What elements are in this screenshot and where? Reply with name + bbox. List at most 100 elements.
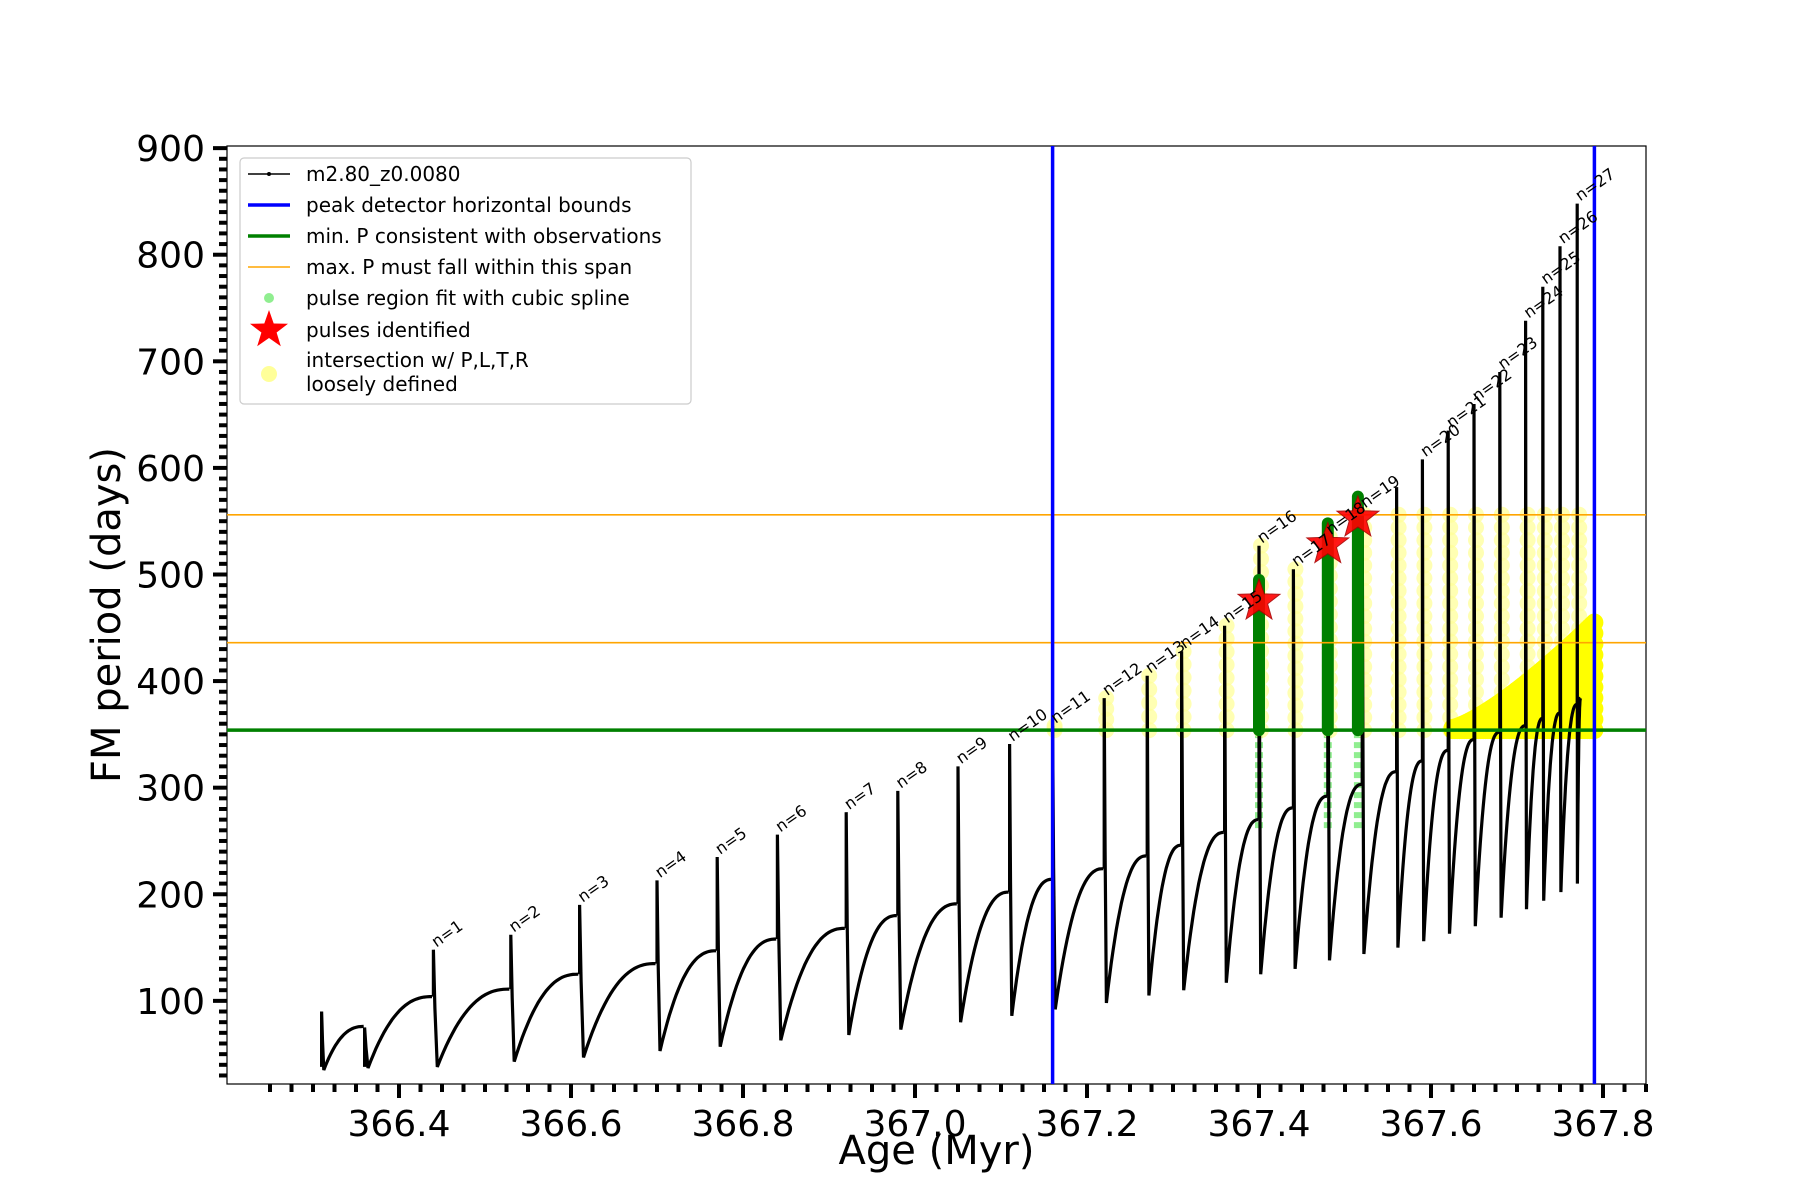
intersection-marker bbox=[1519, 595, 1536, 612]
intersection-marker bbox=[1390, 544, 1407, 561]
intersection-marker bbox=[1141, 708, 1158, 725]
intersection-marker bbox=[1442, 519, 1459, 536]
legend-icon-star bbox=[250, 310, 288, 347]
intersection-marker bbox=[1468, 557, 1484, 574]
intersection-marker bbox=[1390, 608, 1407, 625]
x-tick-label: 367.2 bbox=[1035, 1104, 1138, 1145]
intersection-marker bbox=[1175, 669, 1192, 686]
intersection-marker bbox=[1287, 623, 1304, 640]
legend-icon-dot bbox=[264, 293, 274, 303]
series-pulse-1 bbox=[320, 1011, 364, 1071]
pulse-label: n=3 bbox=[574, 871, 613, 906]
intersection-marker bbox=[1253, 550, 1269, 567]
intersection-marker bbox=[1287, 561, 1304, 578]
intersection-marker bbox=[1536, 608, 1553, 625]
y-tick-label: 300 bbox=[136, 769, 205, 810]
intersection-marker bbox=[1287, 598, 1304, 615]
series-pulse-10 bbox=[896, 790, 957, 1030]
intersection-marker bbox=[1519, 608, 1536, 625]
intersection-marker bbox=[1468, 544, 1484, 561]
intersection-marker bbox=[1571, 532, 1588, 549]
intersection-marker bbox=[1218, 643, 1235, 660]
intersection-marker bbox=[1493, 519, 1510, 536]
reference-lines-layer bbox=[227, 146, 1646, 1084]
pulse-label: n=2 bbox=[505, 901, 544, 936]
intersection-marker bbox=[1141, 694, 1158, 711]
intersection-marker bbox=[1416, 582, 1433, 599]
intersection-marker bbox=[1218, 709, 1235, 726]
intersection-marker bbox=[1493, 570, 1510, 587]
intersection-marker bbox=[1571, 557, 1588, 574]
series-pulse-15 bbox=[1145, 675, 1182, 996]
intersection-marker bbox=[1519, 570, 1536, 587]
series-pulse-30 bbox=[1575, 203, 1582, 884]
intersection-marker bbox=[1141, 681, 1158, 698]
intersection-marker bbox=[1390, 519, 1407, 536]
axes-layer: 366.4 366.6 366.8 367.0 367.2 367.4 367.6 367.8… bbox=[136, 129, 1654, 1145]
intersection-marker bbox=[1390, 595, 1407, 612]
series-pulse-17 bbox=[1223, 625, 1259, 983]
y-tick-label: 100 bbox=[136, 982, 205, 1023]
intersection-marker bbox=[1536, 620, 1553, 637]
intersection-marker bbox=[1416, 557, 1433, 574]
intersection-marker bbox=[1519, 582, 1536, 599]
series-pulse-21 bbox=[1360, 510, 1397, 955]
star-marker-1 bbox=[1236, 577, 1282, 621]
series-pulse-29 bbox=[1558, 246, 1578, 893]
intersection-marker bbox=[1416, 570, 1433, 587]
intersection-marker bbox=[1287, 573, 1304, 590]
intersection-marker bbox=[1141, 667, 1158, 684]
legend-icon-dot bbox=[261, 366, 277, 382]
series-pulse-13 bbox=[1051, 725, 1104, 1010]
pulse-label: n=14 bbox=[1176, 612, 1223, 653]
y-tick-label: 600 bbox=[136, 449, 205, 490]
intersection-marker bbox=[1519, 544, 1536, 561]
y-tick-label: 700 bbox=[136, 342, 205, 383]
intersection-marker bbox=[1536, 582, 1553, 599]
legend-label: min. P consistent with observations bbox=[306, 224, 662, 248]
series-layer bbox=[320, 203, 1582, 1071]
intersection-marker bbox=[1390, 620, 1407, 637]
legend-label: pulse region fit with cubic spline bbox=[306, 286, 630, 310]
y-tick-label: 500 bbox=[136, 555, 205, 596]
pulse-label: n=8 bbox=[892, 757, 931, 792]
intersection-marker bbox=[1390, 633, 1407, 650]
intersection-marker bbox=[1416, 620, 1433, 637]
series-pulse-28 bbox=[1541, 286, 1560, 901]
intersection-marker bbox=[1554, 544, 1570, 561]
intersection-marker bbox=[1390, 532, 1407, 549]
legend-label: pulses identified bbox=[306, 318, 471, 342]
intersection-marker bbox=[1493, 532, 1510, 549]
intersection-marker bbox=[1554, 519, 1570, 536]
x-tick-label: 367.6 bbox=[1379, 1104, 1482, 1145]
intersection-marker bbox=[1554, 608, 1570, 625]
intersection-marker bbox=[1416, 595, 1433, 612]
intersection-marker bbox=[1175, 682, 1192, 699]
intersection-marker bbox=[1442, 582, 1459, 599]
intersection-marker bbox=[1442, 532, 1459, 549]
y-tick-label: 800 bbox=[136, 236, 205, 277]
intersection-marker bbox=[1571, 544, 1588, 561]
intersection-marker bbox=[1253, 537, 1269, 554]
intersection-marker bbox=[1442, 570, 1459, 587]
y-tick-label: 200 bbox=[136, 875, 205, 916]
pulse-label: n=5 bbox=[712, 823, 751, 858]
intersection-marker bbox=[1571, 582, 1588, 599]
legend-label: m2.80_z0.0080 bbox=[306, 162, 461, 186]
intersection-marker bbox=[1416, 633, 1433, 650]
intersection-marker bbox=[1519, 633, 1536, 650]
series-pulse-8 bbox=[775, 834, 845, 1041]
x-tick-label: 367.8 bbox=[1551, 1104, 1654, 1145]
pulse-label: n=9 bbox=[952, 733, 991, 768]
intersection-marker bbox=[1519, 532, 1536, 549]
series-pulse-14 bbox=[1102, 698, 1147, 1004]
series-pulse-3 bbox=[431, 949, 510, 1068]
pulse-label: n=10 bbox=[1004, 705, 1051, 746]
intersection-marker bbox=[1218, 656, 1235, 673]
intersection-marker bbox=[1519, 646, 1536, 663]
intersection-marker bbox=[1468, 519, 1484, 536]
legend-box bbox=[239, 157, 692, 405]
x-tick-label: 366.8 bbox=[691, 1104, 794, 1145]
